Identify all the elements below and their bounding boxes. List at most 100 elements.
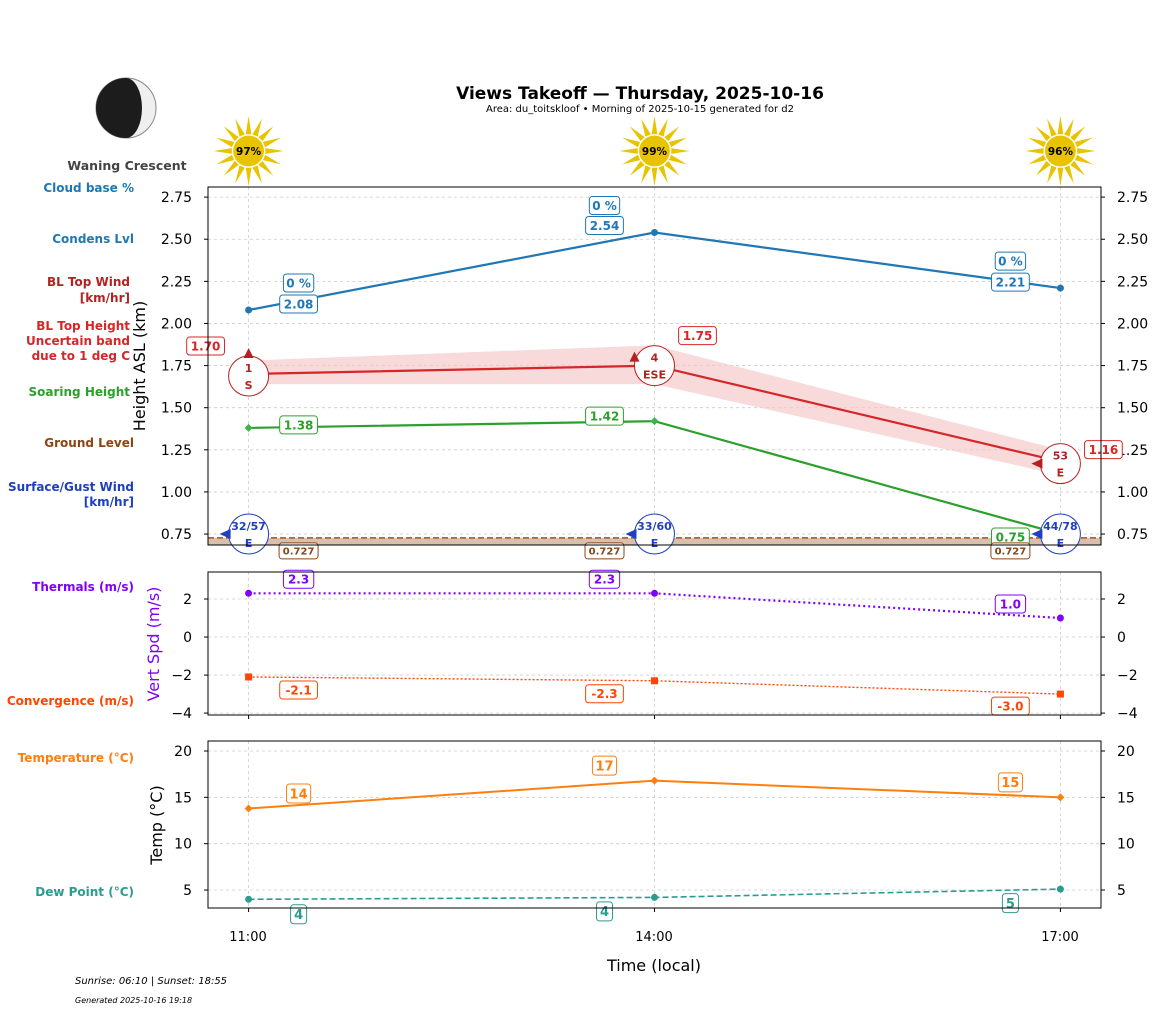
ground-value-label-box [584, 542, 625, 560]
thermal-value-label-box [282, 569, 315, 589]
dew-point-value-label: 5 [1006, 897, 1015, 912]
wind-arrow-icon [1031, 529, 1043, 539]
vertical-speed-panel: −4 −4 −2 −2 0 0 2 2 2.3 2.3 1.0 -2.1 -2.3 -3.0 [171, 569, 1138, 722]
dew-point-value-label: 4 [600, 905, 609, 920]
sun-ray [629, 126, 645, 142]
ground-value-label: 0.727 [589, 547, 621, 558]
y-tick-label: 2.00 [161, 316, 192, 332]
sun-ray [252, 165, 262, 184]
sun-disc [1043, 134, 1078, 168]
sun-ray [245, 116, 252, 135]
thermal-value-label-box [588, 569, 621, 589]
sun-ray [651, 167, 658, 186]
condens-point [1056, 284, 1064, 292]
generated-timestamp: Generated 2025-10-16 19:18 [75, 996, 192, 1005]
y-tick-label: −2 [1117, 668, 1138, 684]
bl-uncertainty-band [248, 345, 1061, 476]
legend-surface-wind: Surface/Gust Wind [8, 480, 134, 494]
bl-top-value-label: 1.70 [191, 339, 221, 353]
sun-ray [1047, 165, 1057, 184]
y-tick-label: 2.25 [161, 274, 192, 290]
cloud-base-label-box [588, 195, 621, 215]
y-axis-label-vert-spd: Vert Spd (m/s) [144, 587, 163, 702]
y-tick-label: 15 [1117, 790, 1135, 806]
bl-top-wind-speed: 1 [245, 362, 253, 375]
convergence-value-label-box [585, 684, 624, 704]
sun-percent-label: 97% [236, 146, 262, 158]
sun-ray [1047, 118, 1057, 137]
bl-top-wind-circle [634, 345, 675, 387]
x-tick-label: 17:00 [1041, 930, 1078, 945]
sun-ray [629, 160, 645, 176]
sun-ray [658, 165, 668, 184]
x-axis-label: Time (local) [606, 956, 701, 975]
y-tick-label: 20 [174, 744, 192, 760]
surface-wind-speed: 44/78 [1043, 520, 1078, 533]
x-tick-label: 11:00 [229, 930, 266, 945]
sun-ray [252, 118, 262, 137]
cloud-base-label-box [994, 251, 1027, 271]
sun-ray [641, 118, 651, 137]
sun-ray [622, 154, 641, 165]
condens-value-label: 2.08 [284, 297, 314, 311]
sun-ray [1074, 137, 1093, 148]
y-tick-label: 2.25 [1117, 274, 1148, 290]
soaring-point [244, 423, 253, 432]
soaring-point [650, 417, 659, 426]
temperature-value-label-box [591, 755, 618, 776]
sun-ray [664, 126, 680, 142]
y-tick-label: 10 [174, 837, 192, 853]
y-tick-label: 1.00 [161, 485, 192, 501]
wind-arrow-icon [629, 351, 640, 362]
sun-icon: 96% [1025, 116, 1096, 186]
y-axis-label-temp: Temp (°C) [147, 785, 166, 865]
sun-icon: 97% [213, 116, 284, 186]
legend-surface-wind-unit: [km/hr] [84, 495, 134, 509]
y-tick-label: 5 [1117, 883, 1126, 899]
cloud-base-label: 0 % [592, 199, 617, 213]
cloud-base-label: 0 % [286, 276, 311, 290]
temperature-point [244, 804, 253, 813]
legend-bl-top-wind-unit: [km/hr] [80, 291, 130, 305]
sun-ray [1070, 126, 1086, 142]
thermal-value-label-box [994, 594, 1027, 614]
legend-bl-top-wind: BL Top Wind [47, 275, 130, 289]
bl-top-value-label: 1.75 [683, 329, 713, 343]
y-tick-label: 1.75 [161, 359, 192, 375]
convergence-value-label-box [279, 680, 318, 700]
y-tick-label: −2 [171, 668, 192, 684]
sun-ray [1074, 154, 1093, 165]
y-tick-label: 1.50 [1117, 401, 1148, 417]
cloud-base-label: 0 % [998, 255, 1023, 269]
surface-wind-direction: E [245, 537, 253, 550]
cloud-base-label-box [282, 273, 315, 293]
bl-top-value-label-box [1084, 440, 1123, 460]
condens-value-label-box [585, 215, 624, 235]
sun-ray [658, 118, 668, 137]
bl-top-wind-direction: S [245, 379, 253, 392]
sun-ray [223, 126, 239, 142]
y-tick-label: 1.50 [161, 401, 192, 417]
convergence-value-label: -2.3 [591, 687, 617, 701]
temperature-value-label: 15 [1001, 776, 1019, 791]
y-tick-label: −4 [171, 706, 192, 722]
y-tick-label: −4 [1117, 706, 1138, 722]
sun-ray [216, 137, 235, 148]
dew-point-point [245, 895, 253, 903]
ground-value-label-box [990, 542, 1031, 560]
surface-wind-speed: 32/57 [231, 520, 266, 533]
temperature-value-label: 17 [595, 759, 613, 774]
y-tick-label: 0.75 [1117, 527, 1148, 543]
sun-disc [231, 134, 266, 168]
sun-ray [262, 137, 281, 148]
temperature-point [650, 776, 659, 785]
temperature-value-label-box [997, 772, 1023, 793]
legend-dew-point: Dew Point (°C) [35, 885, 134, 899]
wind-arrow-icon [1031, 458, 1043, 469]
legend-cloud-base: Cloud base % [43, 181, 134, 195]
chart-subtitle: Area: du_toitskloof • Morning of 2025-10… [486, 104, 794, 115]
bl-top-wind-speed: 4 [651, 352, 659, 365]
y-tick-label: 2.00 [1117, 316, 1148, 332]
sun-ray [1057, 116, 1064, 135]
y-tick-label: 20 [1117, 744, 1135, 760]
